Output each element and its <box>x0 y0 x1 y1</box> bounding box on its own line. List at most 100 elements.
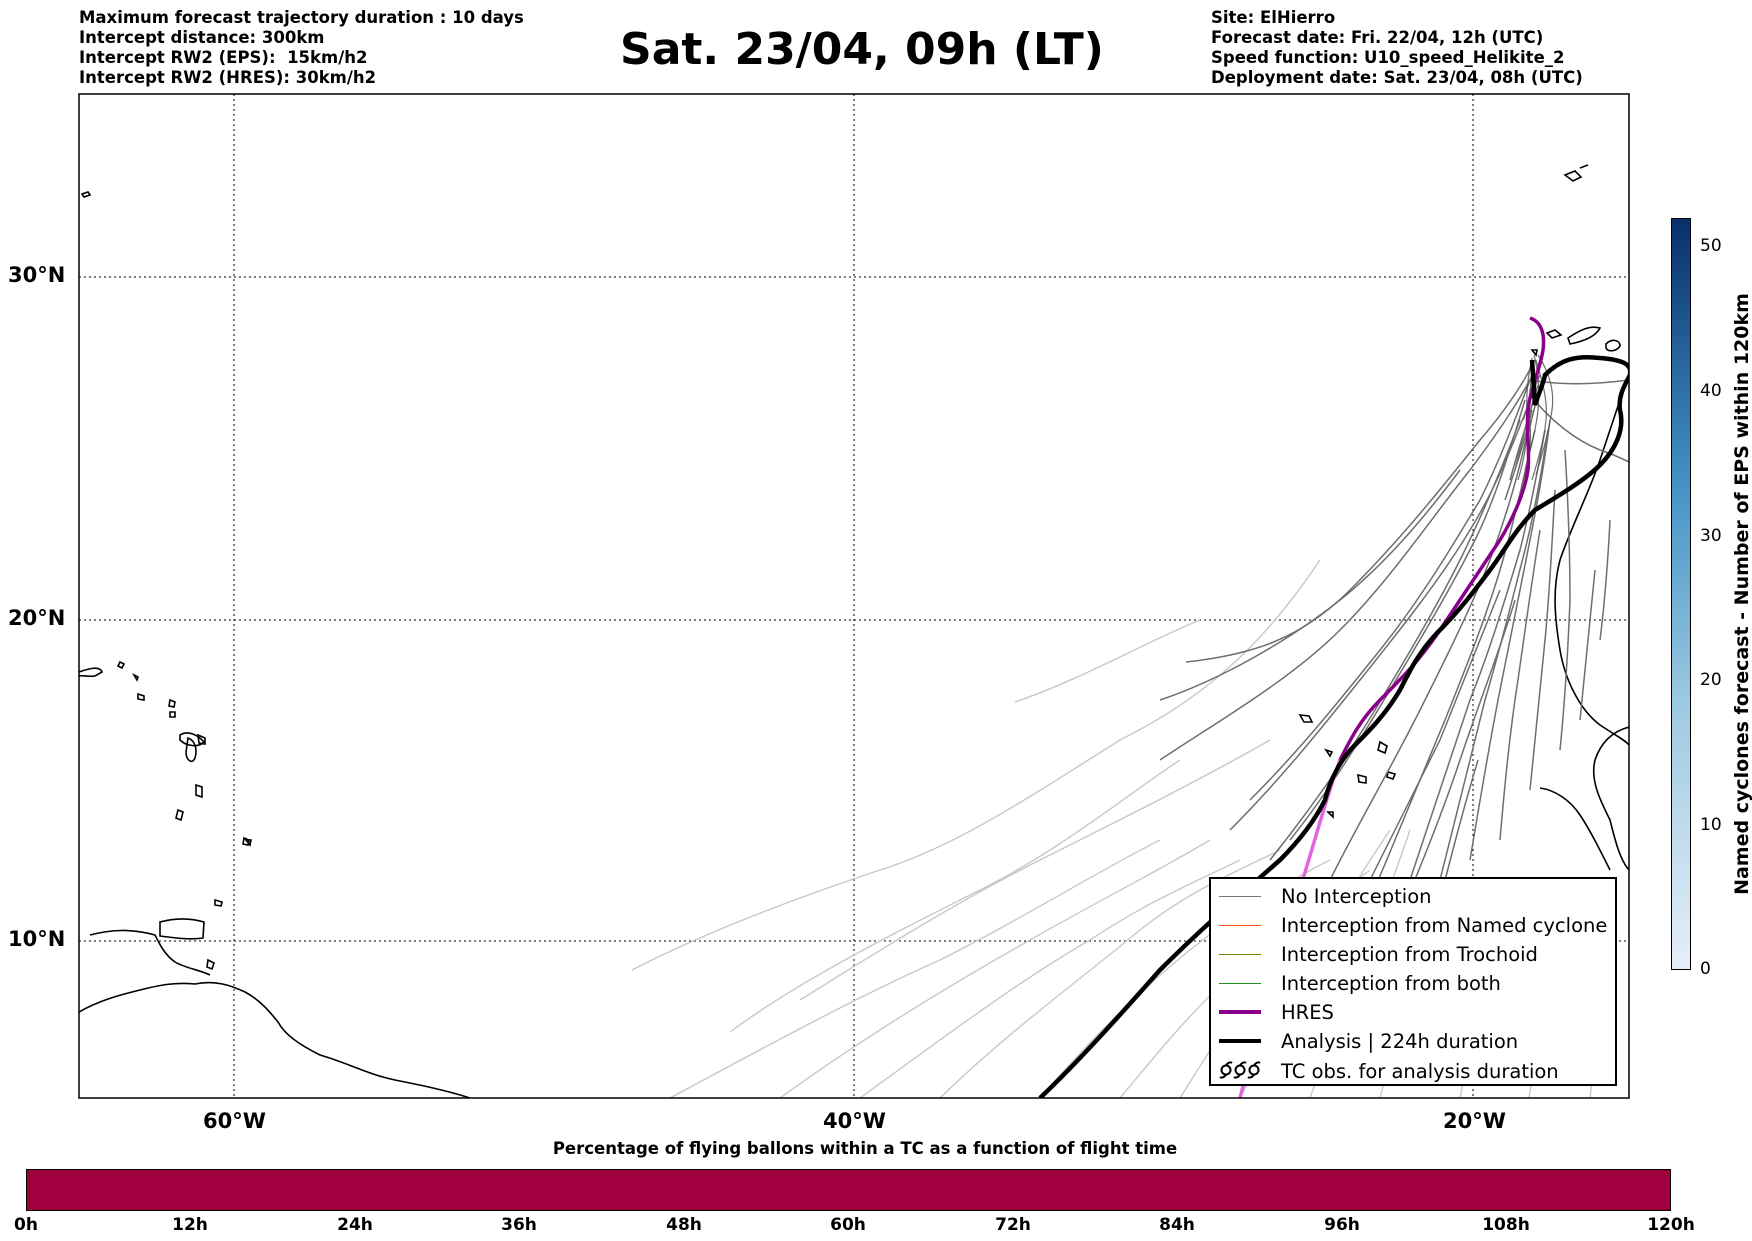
page-title: Sat. 23/04, 09h (LT) <box>620 24 1104 75</box>
eps-trajectory <box>1185 359 1536 663</box>
legend-swatch <box>1219 953 1261 955</box>
lat-label-20n: 20°N <box>8 606 66 630</box>
eps-trajectory <box>1289 399 1526 841</box>
info-rw2-eps: Intercept RW2 (EPS): 15km/h2 <box>79 48 368 67</box>
flight-time-tick: 84h <box>1159 1215 1195 1235</box>
island-lesser-antilles-3 <box>175 808 184 822</box>
eps-trajectory <box>729 759 1181 1033</box>
legend-swatch <box>1219 1039 1261 1043</box>
flight-time-tick: 48h <box>666 1215 702 1235</box>
island-canary-1 <box>1545 329 1563 339</box>
flight-time-colorbar-title: Percentage of flying ballons within a TC… <box>552 1139 1178 1158</box>
lon-label-60w: 60°W <box>203 1109 266 1133</box>
legend-swatch <box>1219 982 1261 984</box>
legend-item-named-cyclone: Interception from Named cyclone <box>1219 911 1607 939</box>
coast-south-america <box>79 981 471 1098</box>
flight-time-tick: 24h <box>337 1215 373 1235</box>
eps-trajectory <box>1535 354 1554 476</box>
legend-swatch <box>1219 1010 1261 1014</box>
legend-swatch <box>1219 924 1261 926</box>
flight-time-colorbar <box>26 1169 1671 1211</box>
island-cape-verde-6 <box>1326 811 1334 819</box>
lat-label-30n: 30°N <box>8 263 66 287</box>
legend-label: TC obs. for analysis duration <box>1281 1059 1559 1083</box>
eps-trajectory <box>1159 469 1461 701</box>
coast-guinea <box>1539 787 1611 871</box>
eps-trajectory <box>631 559 1321 971</box>
island-canary-2 <box>1567 326 1602 345</box>
info-forecast-date: Forecast date: Fri. 22/04, 12h (UTC) <box>1211 28 1544 47</box>
eps-trajectory <box>1159 369 1536 761</box>
legend-label: No Interception <box>1281 884 1432 908</box>
colorbar-tick: 30 <box>1700 526 1722 546</box>
info-site: Site: ElHierro <box>1211 8 1336 27</box>
flight-time-tick: 108h <box>1482 1215 1530 1235</box>
eps-trajectory <box>1579 569 1596 721</box>
island-cape-verde-2 <box>1377 740 1388 755</box>
run-info-left: Maximum forecast trajectory duration : 1… <box>79 8 524 88</box>
eps-trajectory <box>1469 419 1551 861</box>
island-lesser-antilles-1 <box>185 736 197 763</box>
island-lesser-antilles-4 <box>197 733 206 745</box>
info-rw2-hres: Intercept RW2 (HRES): 30km/h2 <box>79 68 377 87</box>
legend: No Interception Interception from Named … <box>1209 877 1617 1086</box>
flight-time-tick: 36h <box>501 1215 537 1235</box>
legend-item-trochoid: Interception from Trochoid <box>1219 940 1538 968</box>
legend-item-analysis: Analysis | 224h duration <box>1219 1027 1518 1055</box>
coast-africa <box>1554 372 1629 746</box>
island-virgin <box>137 692 145 701</box>
island-cape-verde-4 <box>1386 770 1397 780</box>
island-cape-verde-3 <box>1357 773 1367 784</box>
coast-venezuela <box>89 929 211 976</box>
cyclone-icon <box>1219 1059 1261 1084</box>
info-speed-function: Speed function: U10_speed_Helikite_2 <box>1211 48 1565 67</box>
eps-trajectory <box>1249 379 1531 801</box>
island-cape-verde-1 <box>1298 714 1314 723</box>
island-lesser-antilles-2 <box>195 783 203 799</box>
eps-trajectory <box>779 839 1211 1098</box>
lon-label-40w: 40°W <box>823 1109 886 1133</box>
colorbar-tick: 20 <box>1700 670 1722 690</box>
eps-trajectory <box>859 859 1241 1098</box>
island-guadeloupe <box>179 732 206 747</box>
flight-time-tick: 60h <box>830 1215 866 1235</box>
info-duration: Maximum forecast trajectory duration : 1… <box>79 8 524 27</box>
island-small-3 <box>169 711 176 718</box>
flight-time-tick: 72h <box>995 1215 1031 1235</box>
eps-trajectory <box>1329 419 1531 881</box>
flight-time-tick: 12h <box>172 1215 208 1235</box>
eps-trajectory <box>1349 589 1501 921</box>
legend-swatch <box>1219 895 1261 897</box>
eps-trajectory <box>799 739 1271 1001</box>
colorbar-ensemble-count <box>1671 218 1691 970</box>
island-cape-verde-5 <box>1324 748 1334 758</box>
legend-label: Analysis | 224h duration <box>1281 1029 1519 1053</box>
legend-label: HRES <box>1281 1000 1334 1024</box>
flight-time-tick: 96h <box>1324 1215 1360 1235</box>
info-deployment-date: Deployment date: Sat. 23/04, 08h (UTC) <box>1211 68 1583 87</box>
island-antigua <box>168 698 176 708</box>
eps-trajectory <box>1559 449 1571 751</box>
eps-trajectory <box>1599 519 1611 641</box>
colorbar-gradient <box>1672 219 1690 969</box>
eps-trajectory <box>669 839 1161 1098</box>
legend-label: Interception from Trochoid <box>1281 942 1538 966</box>
legend-label: Interception from Named cyclone <box>1281 913 1608 937</box>
legend-item-no-interception: No Interception <box>1219 882 1432 910</box>
eps-trajectory <box>1531 359 1547 481</box>
coastlines <box>79 164 1629 1098</box>
colorbar-tick: 40 <box>1700 381 1722 401</box>
island-small-4 <box>244 839 252 847</box>
coast-senegal <box>1592 726 1629 871</box>
legend-item-hres: HRES <box>1219 998 1334 1026</box>
legend-item-both: Interception from both <box>1219 969 1501 997</box>
island-small-2 <box>131 673 139 682</box>
lon-label-20w: 20°W <box>1443 1109 1506 1133</box>
island-canary-3 <box>1605 339 1621 352</box>
run-info-right: Site: ElHierro Forecast date: Fri. 22/04… <box>1211 8 1583 88</box>
eps-trajectory <box>1529 489 1556 791</box>
coast-trinidad <box>159 918 205 940</box>
island-puerto-rico <box>79 667 103 678</box>
info-intercept-distance: Intercept distance: 300km <box>79 28 325 47</box>
eps-trajectory <box>1499 529 1541 841</box>
